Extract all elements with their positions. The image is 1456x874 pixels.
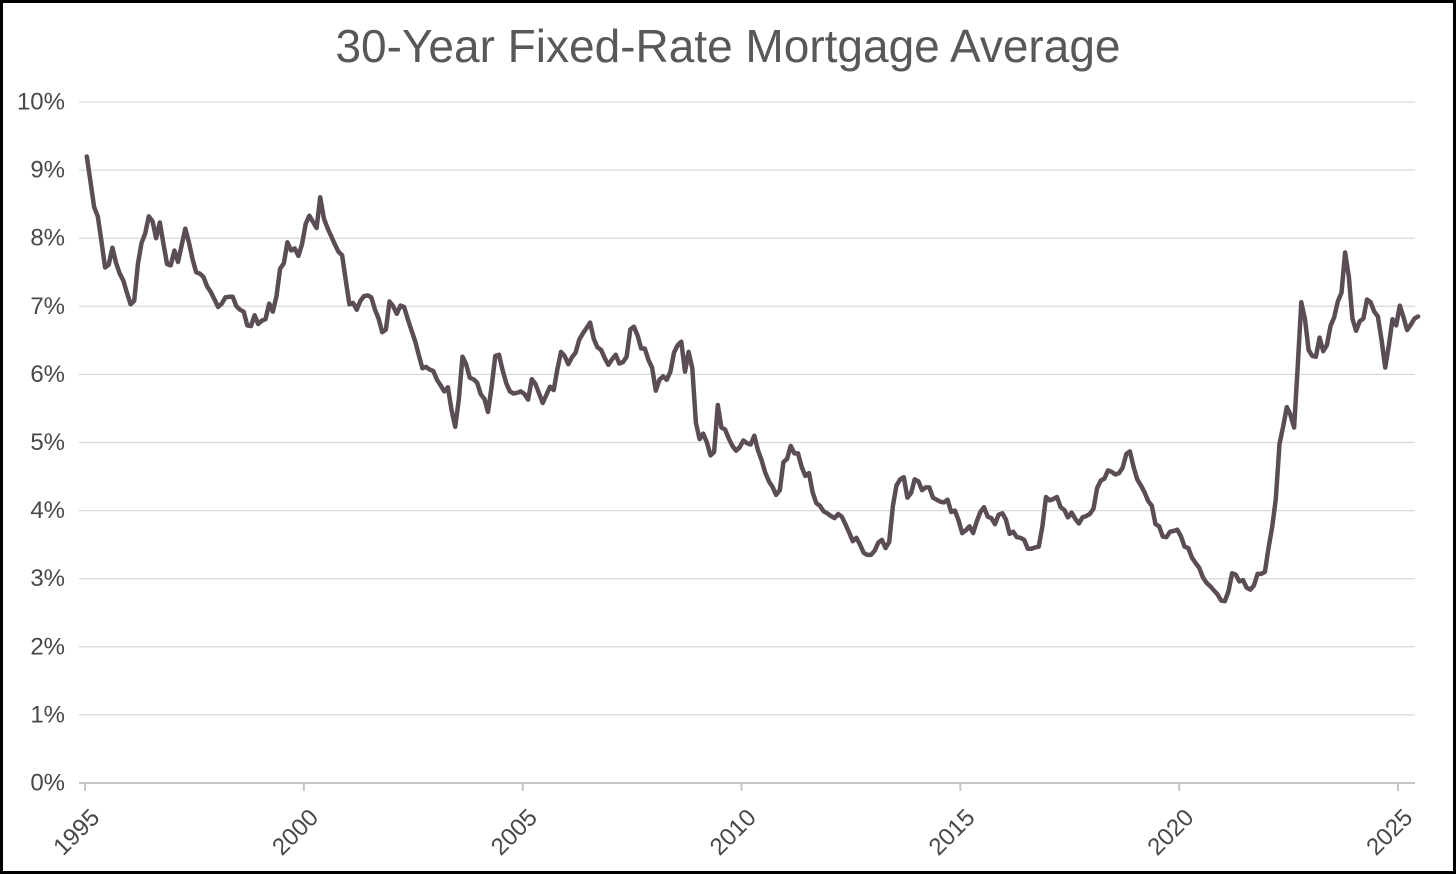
y-tick-label: 6% bbox=[30, 361, 65, 388]
x-tick-label: 2000 bbox=[267, 804, 324, 861]
x-tick-label: 1995 bbox=[48, 804, 105, 861]
y-tick-label: 1% bbox=[30, 701, 65, 728]
mortgage-rate-line-chart: 0% 1% 2% 3% 4% 5% 6% 7% 8% 9% 10% 1995 2000 2005 2010 2… bbox=[17, 89, 1421, 861]
y-tick-label: 5% bbox=[30, 429, 65, 456]
x-tick-label: 2020 bbox=[1142, 804, 1199, 861]
x-tick-label: 2005 bbox=[486, 804, 543, 861]
x-tick-label: 2025 bbox=[1361, 804, 1418, 861]
y-tick-label: 7% bbox=[30, 293, 65, 320]
chart-title: 30-Year Fixed-Rate Mortgage Average bbox=[335, 20, 1121, 72]
y-tick-label: 2% bbox=[30, 633, 65, 660]
y-tick-label: 8% bbox=[30, 225, 65, 252]
x-tick-label: 2010 bbox=[705, 804, 762, 861]
y-tick-label: 0% bbox=[30, 770, 65, 797]
data-line bbox=[84, 154, 1421, 604]
x-tick-label: 2015 bbox=[924, 804, 981, 861]
y-tick-label: 10% bbox=[17, 89, 65, 116]
y-tick-label: 3% bbox=[30, 565, 65, 592]
y-tick-label: 4% bbox=[30, 497, 65, 524]
y-tick-label: 9% bbox=[30, 157, 65, 184]
